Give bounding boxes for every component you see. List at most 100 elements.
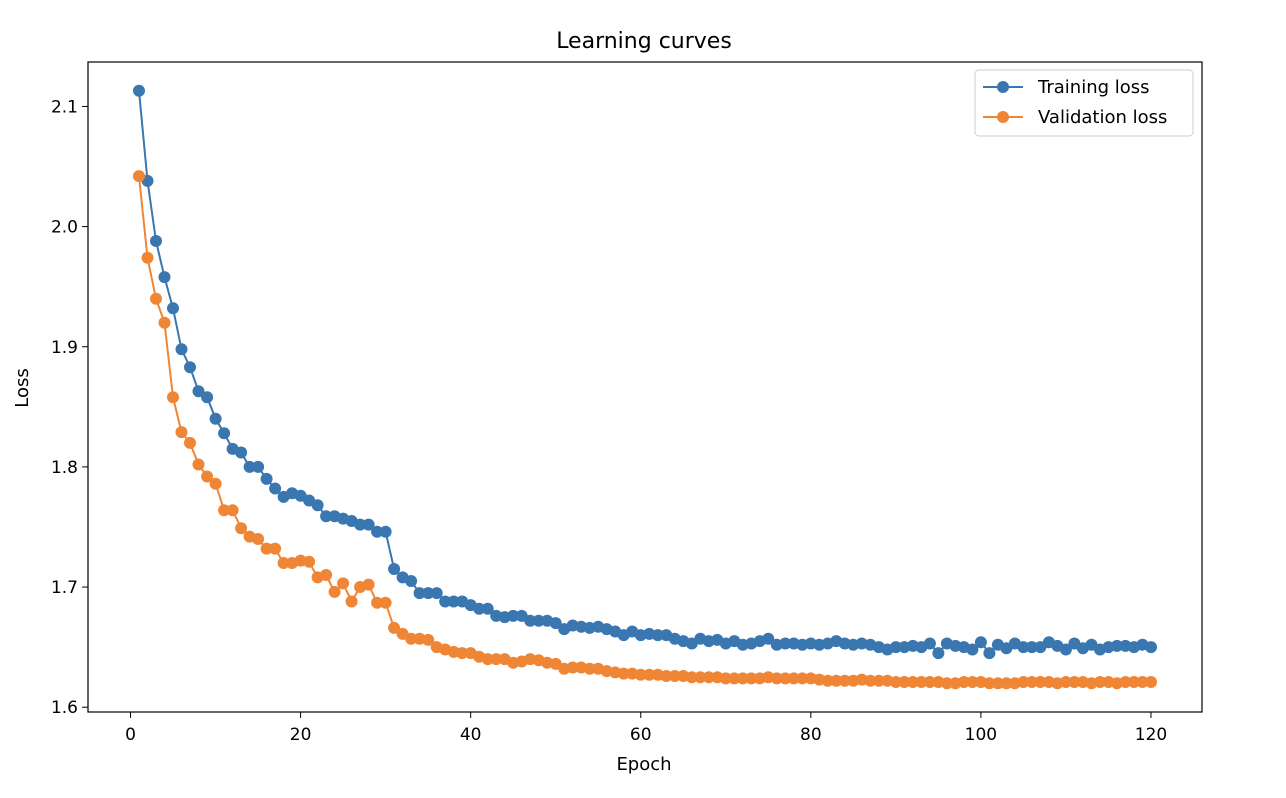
data-point (532, 614, 545, 627)
data-point (702, 671, 715, 684)
data-point (422, 633, 435, 646)
data-point (745, 672, 758, 685)
plot-area (133, 84, 1157, 690)
data-point (269, 542, 282, 555)
data-point (549, 617, 562, 630)
data-point (277, 557, 290, 569)
legend-box (974, 69, 1194, 137)
data-point (158, 316, 171, 329)
data-point (379, 596, 392, 609)
data-point (260, 542, 273, 555)
data-point (1017, 641, 1030, 654)
x-tick-label: 40 (460, 725, 482, 745)
data-point (201, 470, 214, 483)
data-point (456, 647, 469, 660)
data-point (430, 587, 443, 600)
data-point (337, 577, 350, 590)
data-point (260, 472, 273, 485)
data-point (167, 391, 179, 404)
data-point (175, 343, 188, 356)
x-tick-label: 80 (800, 725, 822, 745)
data-point (362, 578, 375, 591)
data-point (184, 361, 196, 374)
data-point (1059, 676, 1072, 688)
data-point (966, 643, 979, 656)
data-point (779, 672, 792, 685)
data-point (566, 661, 579, 674)
data-point (507, 609, 520, 622)
data-point (141, 251, 154, 264)
data-point (371, 525, 384, 538)
data-point (1034, 676, 1047, 688)
legend: Training loss Validation loss (974, 69, 1194, 137)
data-point (235, 446, 248, 459)
data-point (1059, 643, 1072, 656)
data-point (209, 412, 222, 425)
data-point (898, 676, 911, 688)
data-point (728, 672, 741, 685)
data-point (1025, 641, 1038, 654)
y-tick-label: 1.6 (51, 698, 78, 718)
data-point (133, 170, 145, 183)
data-point (226, 504, 239, 517)
legend-item: Validation loss (983, 107, 1167, 128)
y-tick-label: 2.0 (51, 218, 78, 238)
data-point (923, 676, 936, 688)
data-point (345, 595, 358, 608)
legend-marker (997, 81, 1009, 93)
data-point (371, 596, 384, 609)
y-tick-label: 2.1 (51, 97, 78, 117)
data-point (787, 672, 800, 685)
data-point (311, 499, 324, 512)
data-point (821, 674, 834, 687)
data-point (269, 482, 282, 495)
data-point (150, 235, 162, 247)
data-point (481, 653, 494, 666)
data-point (762, 632, 775, 645)
data-point (218, 504, 231, 517)
data-point (1017, 676, 1030, 688)
data-point (192, 385, 205, 398)
data-point (770, 672, 783, 685)
series-training-loss (133, 84, 1157, 660)
data-point (201, 391, 214, 404)
data-point (915, 676, 928, 688)
plot-frame (87, 61, 1203, 713)
data-point (252, 460, 265, 473)
data-point (388, 621, 401, 634)
data-point (1145, 676, 1157, 688)
data-point (490, 653, 503, 666)
x-tick-label: 0 (125, 725, 136, 745)
data-point (889, 676, 902, 688)
legend-marker (997, 111, 1009, 123)
data-point (889, 641, 902, 654)
data-point (1128, 676, 1140, 688)
data-point (158, 271, 171, 284)
data-point (354, 518, 367, 531)
data-point (422, 587, 435, 600)
y-tick-label: 1.8 (51, 458, 78, 478)
data-point (932, 647, 945, 660)
data-point (736, 672, 749, 685)
legend-label: Validation loss (1038, 107, 1167, 128)
data-point (1136, 676, 1149, 688)
series-line (138, 175, 1151, 685)
legend-label: Training loss (1037, 77, 1150, 98)
y-axis: 1.6 1.7 1.8 1.9 2.0 2.1 (51, 97, 88, 718)
data-point (643, 668, 656, 681)
data-point (906, 676, 919, 688)
data-point (779, 637, 792, 650)
x-tick-label: 20 (290, 725, 312, 745)
data-point (320, 569, 333, 581)
data-point (864, 674, 877, 687)
data-point (362, 518, 375, 531)
x-axis: 0 20 40 60 80 100 120 (125, 712, 1167, 745)
data-point (1094, 676, 1106, 688)
data-point (209, 477, 222, 490)
data-point (1025, 676, 1038, 688)
data-point (192, 458, 205, 471)
data-point (481, 602, 494, 615)
data-point (694, 671, 707, 684)
data-point (651, 629, 664, 642)
